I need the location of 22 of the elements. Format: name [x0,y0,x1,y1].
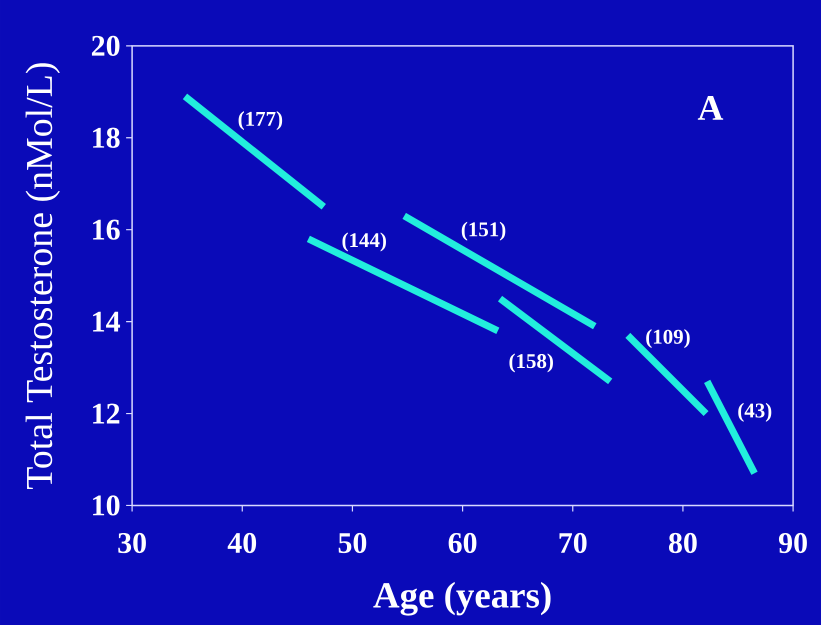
x-axis-title: Age (years) [373,582,551,616]
y-tick-label: 14 [93,312,120,332]
x-tick-label: 70 [560,532,587,554]
annotation: (144) [342,232,386,252]
x-tick-label: 50 [338,532,366,554]
x-tick-label: 90 [778,532,807,554]
y-tick-label: 20 [92,36,120,56]
annotation: (158) [509,353,553,372]
annotation: (177) [238,111,282,130]
y-tick-label: 10 [93,495,120,516]
x-tick-label: 40 [228,532,256,554]
annotation: (109) [646,329,690,348]
x-tick-label: 80 [668,532,697,554]
y-tick-label: 12 [93,404,120,424]
annotation: A [698,96,724,120]
annotation: (151) [462,222,506,241]
y-tick-label: 18 [93,128,120,148]
x-tick-label: 30 [118,532,146,554]
y-tick-label: 16 [93,220,120,240]
y-axis-title: Total Testosterone (nMol/L) [26,63,60,490]
annotation: (43) [738,402,772,422]
x-tick-label: 60 [448,532,476,554]
